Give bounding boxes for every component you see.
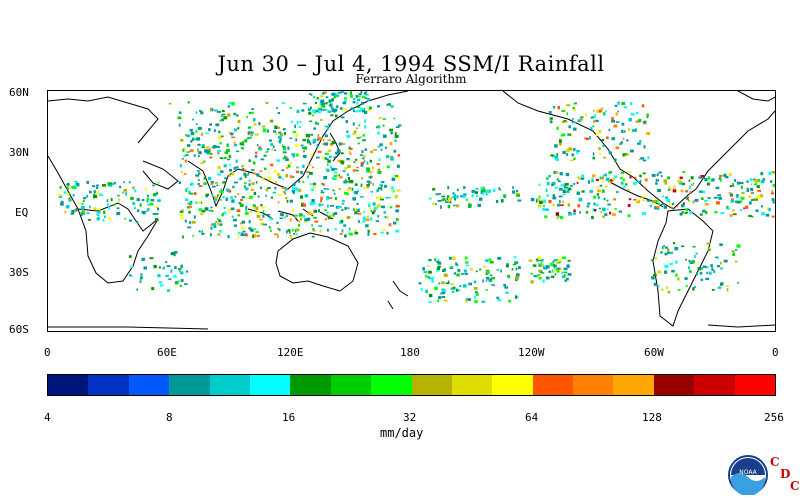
lon-tick-0: 0 [44,346,51,359]
colorbar-segment [48,375,89,395]
lat-tick-30s: 30S [9,266,29,279]
noaa-logo-icon: NOAA [728,455,768,495]
colorbar-segment [573,375,614,395]
japan-coastline [329,132,341,162]
cdc-logo: C D C [768,455,800,495]
lon-tick-120w: 120W [518,346,545,359]
noaa-logo-text: NOAA [739,469,757,476]
lon-tick-120e: 120E [277,346,304,359]
colorbar-segment [734,375,776,395]
map-subtitle: Ferraro Algorithm [355,72,467,86]
colorbar-segment [249,375,291,395]
colorbar-segment [532,375,574,395]
new-zealand-coastline [387,280,409,310]
colorbar-segment [613,375,654,395]
colorbar-segment [653,375,695,395]
lat-tick-60s: 60S [9,323,29,336]
lat-tick-30n: 30N [9,146,29,159]
india-coastline [187,160,239,208]
colorbar-segment [209,375,250,395]
cdc-letter-c2: C [790,479,800,493]
colorbar-segment [411,375,452,395]
lat-tick-60n: 60N [9,86,29,99]
rainfall-map-canvas [48,91,775,330]
colorbar-segment [694,375,735,395]
antarctica-coastline [48,324,775,330]
arabia-coastline [142,160,179,190]
colorbar-label-8: 8 [166,411,173,424]
cdc-letter-c1: C [770,455,780,469]
colorbar-label-64: 64 [525,411,539,424]
lon-tick-60w: 60W [644,346,664,359]
colorbar-label-32: 32 [403,411,417,424]
map-title: Jun 30 – Jul 4, 1994 SSM/I Rainfall [217,52,605,76]
colorbar-label-16: 16 [282,411,296,424]
lon-tick-60e: 60E [157,346,177,359]
europe-coastline [48,96,159,144]
rainfall-map [47,90,776,332]
colorbar-label-4: 4 [44,411,51,424]
colorbar-label-256: 256 [764,411,784,424]
australia-coastline [275,232,359,292]
colorbar-segment [492,375,533,395]
lon-tick-180: 180 [400,346,420,359]
colorbar-segment [169,375,210,395]
cdc-letter-d: D [780,467,791,481]
colorbar-segment [371,375,412,395]
colorbar-segment [451,375,493,395]
south-america-coastline [652,208,714,327]
colorbar-segment [88,375,129,395]
colorbar-label-128: 128 [642,411,662,424]
colorbar-units: mm/day [380,426,424,440]
colorbar-segment [330,375,372,395]
colorbar-segment [290,375,331,395]
colorbar [47,374,776,396]
lon-tick-0-east: 0 [772,346,779,359]
central-america-coastline [607,180,664,208]
indonesia-islands [247,208,334,222]
north-america-coastline [502,91,775,210]
rainfall-cells [58,91,775,304]
colorbar-segment [128,375,170,395]
greenland-coastline [737,91,775,102]
lat-tick-eq: EQ [15,206,29,219]
